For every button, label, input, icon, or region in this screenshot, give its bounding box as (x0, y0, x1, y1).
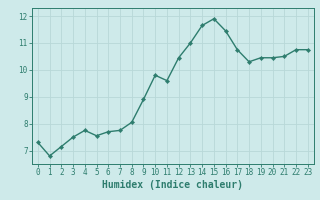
X-axis label: Humidex (Indice chaleur): Humidex (Indice chaleur) (102, 180, 243, 190)
